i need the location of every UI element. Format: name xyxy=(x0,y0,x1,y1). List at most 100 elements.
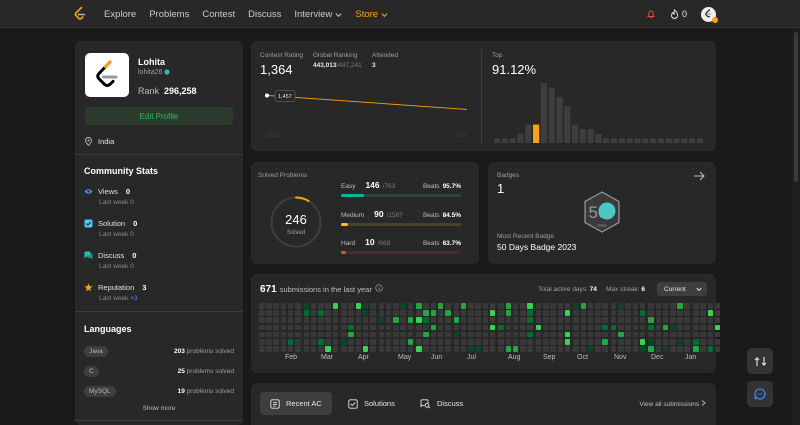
view-all-submissions-link[interactable]: View all submissions xyxy=(639,400,706,408)
heatmap-cell[interactable] xyxy=(280,317,287,323)
heatmap-cell[interactable] xyxy=(287,339,294,345)
heatmap-cell[interactable] xyxy=(310,317,317,323)
heatmap-cell[interactable] xyxy=(310,339,317,345)
heatmap-cell[interactable] xyxy=(482,331,489,338)
heatmap-cell[interactable] xyxy=(355,339,362,345)
heatmap-cell[interactable] xyxy=(310,331,317,338)
heatmap-cell[interactable] xyxy=(407,303,414,309)
nav-explore[interactable]: Explore xyxy=(104,8,137,20)
heatmap-cell[interactable] xyxy=(393,339,399,345)
heatmap-cell[interactable] xyxy=(325,346,331,352)
arrow-right-icon[interactable] xyxy=(693,171,705,181)
heatmap-cell[interactable] xyxy=(280,331,287,338)
heatmap-cell[interactable] xyxy=(416,339,422,345)
heatmap-cell[interactable] xyxy=(362,339,369,345)
heatmap-cell[interactable] xyxy=(625,331,631,338)
heatmap-cell[interactable] xyxy=(700,331,706,338)
heatmap-cell[interactable] xyxy=(303,331,310,338)
heatmap-cell[interactable] xyxy=(662,324,669,331)
show-more-link[interactable]: Show more xyxy=(142,405,176,412)
heatmap-cell[interactable] xyxy=(453,339,460,345)
heatmap-cell[interactable] xyxy=(550,324,556,331)
heatmap-cell[interactable] xyxy=(416,303,422,309)
heatmap-cell[interactable] xyxy=(303,310,310,316)
heatmap-cell[interactable] xyxy=(714,339,721,345)
heatmap-cell[interactable] xyxy=(662,317,669,323)
heatmap-cell[interactable] xyxy=(505,331,512,338)
fifty-days-badge-icon[interactable]: 50 xyxy=(582,191,622,233)
heatmap-cell[interactable] xyxy=(341,331,347,338)
heatmap-cell[interactable] xyxy=(355,303,362,309)
heatmap-cell[interactable] xyxy=(580,317,587,323)
heatmap-cell[interactable] xyxy=(700,324,706,331)
heatmap-cell[interactable] xyxy=(557,331,564,338)
heatmap-cell[interactable] xyxy=(550,339,556,345)
heatmap-cell[interactable] xyxy=(280,303,287,309)
heatmap-cell[interactable] xyxy=(482,339,489,345)
histogram-bar[interactable] xyxy=(525,124,532,143)
heatmap-cell[interactable] xyxy=(475,331,481,338)
heatmap-cell[interactable] xyxy=(318,324,324,331)
heatmap-cell[interactable] xyxy=(378,303,385,309)
histogram-bar[interactable] xyxy=(533,124,540,143)
heatmap-cell[interactable] xyxy=(370,310,376,316)
heatmap-cell[interactable] xyxy=(287,346,294,352)
heatmap-cell[interactable] xyxy=(602,324,608,331)
heatmap-cell[interactable] xyxy=(625,310,631,316)
heatmap-cell[interactable] xyxy=(662,331,669,338)
heatmap-cell[interactable] xyxy=(332,324,339,331)
heatmap-cell[interactable] xyxy=(670,346,676,352)
heatmap-cell[interactable] xyxy=(618,317,624,323)
heatmap-cell[interactable] xyxy=(677,339,683,345)
heatmap-cell[interactable] xyxy=(573,310,579,316)
heatmap-cell[interactable] xyxy=(648,346,654,352)
heatmap-cell[interactable] xyxy=(639,346,646,352)
heatmap-cell[interactable] xyxy=(370,346,376,352)
heatmap-cell[interactable] xyxy=(460,331,467,338)
heatmap-cell[interactable] xyxy=(573,303,579,309)
heatmap-cell[interactable] xyxy=(684,324,690,331)
histogram-bar[interactable] xyxy=(595,133,602,143)
heatmap-cell[interactable] xyxy=(655,303,662,309)
heatmap-cell[interactable] xyxy=(468,331,474,338)
heatmap-cell[interactable] xyxy=(423,346,429,352)
heatmap-cell[interactable] xyxy=(610,324,617,331)
heatmap-cell[interactable] xyxy=(618,346,624,352)
heatmap-cell[interactable] xyxy=(295,324,301,331)
heatmap-cell[interactable] xyxy=(587,339,594,345)
heatmap-cell[interactable] xyxy=(512,317,519,323)
heatmap-cell[interactable] xyxy=(610,303,617,309)
heatmap-cell[interactable] xyxy=(625,324,631,331)
heatmap-cell[interactable] xyxy=(430,339,437,345)
heatmap-cell[interactable] xyxy=(595,331,601,338)
heatmap-cell[interactable] xyxy=(348,331,354,338)
heatmap-cell[interactable] xyxy=(625,317,631,323)
heatmap-cell[interactable] xyxy=(684,317,690,323)
heatmap-cell[interactable] xyxy=(602,317,608,323)
heatmap-cell[interactable] xyxy=(348,346,354,352)
heatmap-cell[interactable] xyxy=(520,317,526,323)
heatmap-cell[interactable] xyxy=(482,303,489,309)
heatmap-cell[interactable] xyxy=(437,324,444,331)
heatmap-cell[interactable] xyxy=(498,317,504,323)
heatmap-cell[interactable] xyxy=(564,346,571,352)
profile-avatar[interactable] xyxy=(85,53,129,97)
heatmap-cell[interactable] xyxy=(602,303,608,309)
heatmap-cell[interactable] xyxy=(684,310,690,316)
heatmap-cell[interactable] xyxy=(655,346,662,352)
heatmap-cell[interactable] xyxy=(310,346,317,352)
heatmap-cell[interactable] xyxy=(362,310,369,316)
nav-store[interactable]: Store xyxy=(355,9,388,20)
heatmap-cell[interactable] xyxy=(287,324,294,331)
heatmap-cell[interactable] xyxy=(498,346,504,352)
heatmap-cell[interactable] xyxy=(648,317,654,323)
heatmap-cell[interactable] xyxy=(482,317,489,323)
histogram-bar[interactable] xyxy=(689,138,696,143)
histogram-bar[interactable] xyxy=(657,138,664,143)
heatmap-cell[interactable] xyxy=(341,310,347,316)
heatmap-cell[interactable] xyxy=(385,317,392,323)
heatmap-cell[interactable] xyxy=(505,324,512,331)
heatmap-cell[interactable] xyxy=(310,310,317,316)
heatmap-cell[interactable] xyxy=(430,310,437,316)
heatmap-cell[interactable] xyxy=(489,310,496,316)
